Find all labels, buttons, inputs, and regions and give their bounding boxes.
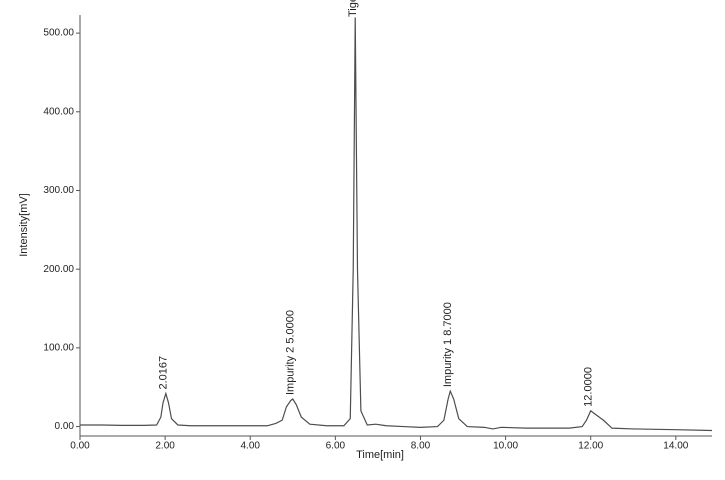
y-tick-label: 400.00: [43, 106, 74, 117]
y-axis-label: Intensity[mV]: [18, 193, 30, 257]
y-tick-label: 0.00: [55, 421, 75, 432]
x-tick-label: 10.00: [493, 441, 518, 452]
x-tick-label: 0.00: [70, 441, 90, 452]
peak-label: Impurity 1 8.7000: [442, 302, 454, 387]
x-axis-label: Time[min]: [356, 449, 404, 461]
x-tick-label: 14.00: [663, 441, 688, 452]
y-tick-label: 100.00: [43, 343, 74, 354]
signal-line: [80, 17, 713, 432]
peak-label: Tigecycline 6.4667: [347, 0, 359, 17]
y-tick-label: 300.00: [43, 185, 74, 196]
x-tick-label: 8.00: [411, 441, 431, 452]
x-tick-label: 4.00: [241, 441, 261, 452]
y-tick-label: 500.00: [43, 28, 74, 39]
peak-label: 12.0000: [583, 367, 595, 407]
x-tick-label: 12.00: [578, 441, 603, 452]
peak-label: Impurity 2 5.0000: [285, 310, 297, 395]
y-tick-label: 200.00: [43, 264, 74, 275]
peak-label: 2.0167: [158, 356, 170, 390]
x-tick-label: 6.00: [326, 441, 346, 452]
x-tick-label: 2.00: [155, 441, 175, 452]
